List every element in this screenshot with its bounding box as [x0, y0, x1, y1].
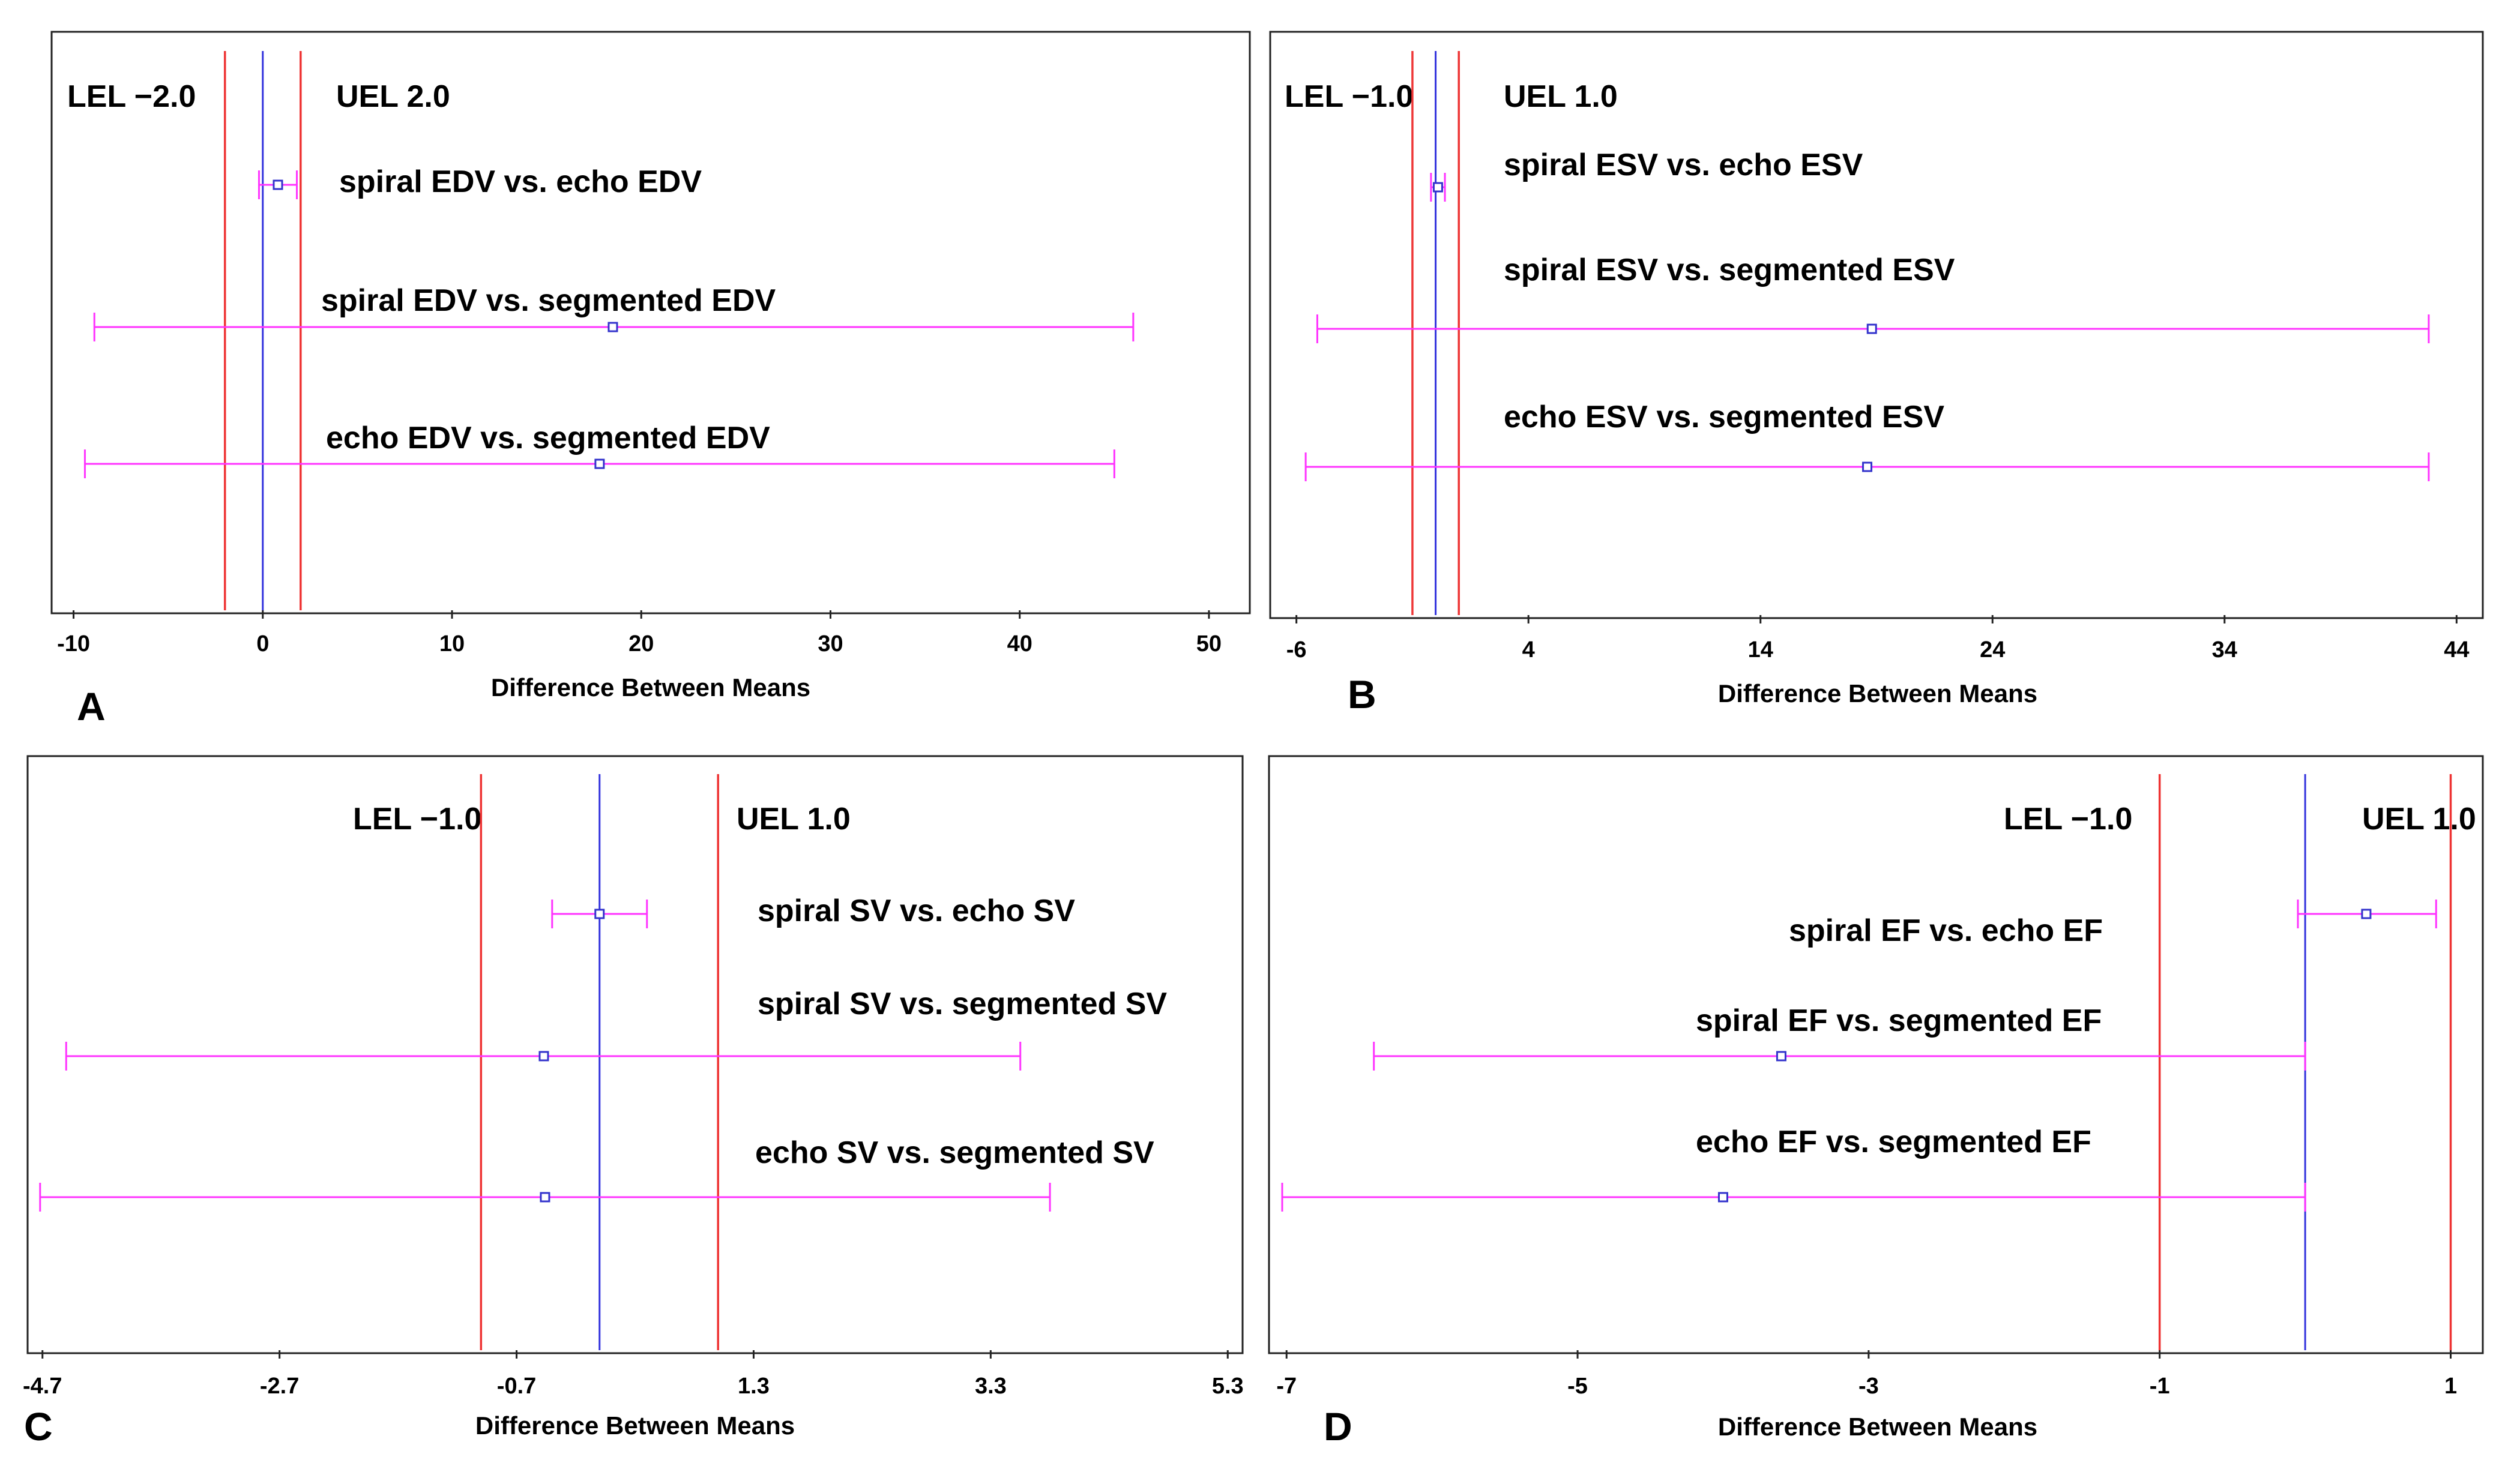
- mean-difference-point: [594, 458, 605, 469]
- x-tick-label: 1: [2444, 1374, 2457, 1399]
- mean-difference-point: [1866, 323, 1877, 334]
- x-tick-label: 50: [1196, 631, 1222, 656]
- mean-difference-point: [1862, 461, 1873, 472]
- x-tick-label: 14: [1748, 637, 1773, 662]
- x-tick-label: -10: [57, 631, 90, 656]
- mean-difference-point: [607, 322, 618, 332]
- upper-limit-label: UEL 1.0: [1504, 79, 1618, 114]
- x-tick-label: 24: [1980, 637, 2005, 662]
- x-axis-title: Difference Between Means: [475, 1411, 795, 1440]
- x-tick-label: -5: [1567, 1374, 1588, 1399]
- series-label: echo ESV vs. segmented ESV: [1504, 400, 1944, 434]
- series-label: spiral SV vs. echo SV: [758, 894, 1075, 928]
- x-tick-label: 3.3: [975, 1374, 1007, 1399]
- x-axis-title: Difference Between Means: [491, 673, 810, 701]
- series-label: spiral EDV vs. echo EDV: [339, 164, 702, 199]
- x-tick-label: 34: [2212, 637, 2237, 662]
- panel-c: -4.7 -2.7 -0.7 1.3 3.3 5.3 LEL −1.0 UEL 1.0 s…: [23, 755, 1244, 1449]
- mean-difference-point: [540, 1192, 550, 1203]
- x-axis-ticks: -6 4 14 24 34 44: [1286, 615, 2469, 662]
- x-tick-label: 40: [1007, 631, 1032, 656]
- series-label: echo EF vs. segmented EF: [1696, 1125, 2091, 1159]
- mean-difference-point: [2361, 909, 2372, 919]
- mean-difference-point: [538, 1051, 549, 1062]
- panel-letter: D: [1324, 1404, 1352, 1449]
- x-tick-label: 1.3: [738, 1374, 770, 1399]
- series-label: echo EDV vs. segmented EDV: [326, 421, 770, 455]
- mean-difference-point: [594, 909, 605, 919]
- lower-limit-label: LEL −1.0: [353, 802, 481, 837]
- x-tick-label: -6: [1286, 637, 1307, 662]
- plot-frame: [26, 755, 1244, 1354]
- x-tick-label: 5.3: [1212, 1374, 1244, 1399]
- series-label: echo SV vs. segmented SV: [755, 1135, 1154, 1170]
- x-tick-label: 44: [2444, 637, 2469, 662]
- mean-difference-point: [273, 179, 283, 190]
- series-label: spiral ESV vs. segmented ESV: [1504, 253, 1955, 287]
- upper-limit-label: UEL 1.0: [737, 802, 851, 837]
- lower-limit-label: LEL −2.0: [67, 79, 196, 114]
- x-tick-label: -1: [2150, 1374, 2170, 1399]
- series-label: spiral EDV vs. segmented EDV: [321, 283, 776, 318]
- mean-difference-point: [1432, 182, 1443, 193]
- lower-limit-label: LEL −1.0: [2004, 802, 2132, 837]
- upper-limit-label: UEL 1.0: [2362, 802, 2476, 837]
- panel-d: -7 -5 -3 -1 1 LEL −1.0 UEL 1.0 spiral EF vs.…: [1268, 755, 2484, 1449]
- panel-b: -6 4 14 24 34 44 LEL −1.0 UEL 1.0 spiral ESV …: [1269, 31, 2484, 716]
- x-tick-label: -0.7: [497, 1374, 536, 1399]
- x-tick-label: -2.7: [260, 1374, 299, 1399]
- plot-frame: [50, 31, 1251, 614]
- x-tick-label: -4.7: [23, 1374, 62, 1399]
- x-tick-label: 20: [628, 631, 654, 656]
- lower-limit-label: LEL −1.0: [1285, 79, 1413, 114]
- mean-difference-point: [1717, 1192, 1728, 1203]
- x-tick-label: -3: [1858, 1374, 1879, 1399]
- x-tick-label: 10: [439, 631, 465, 656]
- panel-letter: A: [77, 684, 106, 728]
- x-tick-label: 0: [256, 631, 269, 656]
- x-axis-ticks: -4.7 -2.7 -0.7 1.3 3.3 5.3: [23, 1350, 1244, 1399]
- series-label: spiral EF vs. echo EF: [1789, 913, 2103, 948]
- series-label: spiral EF vs. segmented EF: [1696, 1003, 2102, 1038]
- series-label: spiral ESV vs. echo ESV: [1504, 148, 1863, 182]
- x-tick-label: -7: [1276, 1374, 1297, 1399]
- x-axis-title: Difference Between Means: [1718, 679, 2037, 707]
- series-label: spiral SV vs. segmented SV: [758, 987, 1167, 1021]
- panel-letter: B: [1348, 672, 1376, 716]
- x-axis-ticks: -7 -5 -3 -1 1: [1276, 1350, 2457, 1399]
- x-tick-label: 30: [818, 631, 843, 656]
- plot-frame: [1268, 755, 2484, 1354]
- mean-difference-point: [1776, 1051, 1786, 1062]
- x-axis-title: Difference Between Means: [1718, 1413, 2037, 1441]
- x-axis-ticks: -10 0 10 20 30 40 50: [57, 610, 1222, 656]
- x-tick-label: 4: [1522, 637, 1535, 662]
- panel-a: -10 0 10 20 30 40 50 LEL −2.0 UEL 2.0 spiral E…: [50, 31, 1251, 728]
- panel-letter: C: [24, 1404, 53, 1449]
- upper-limit-label: UEL 2.0: [336, 79, 450, 114]
